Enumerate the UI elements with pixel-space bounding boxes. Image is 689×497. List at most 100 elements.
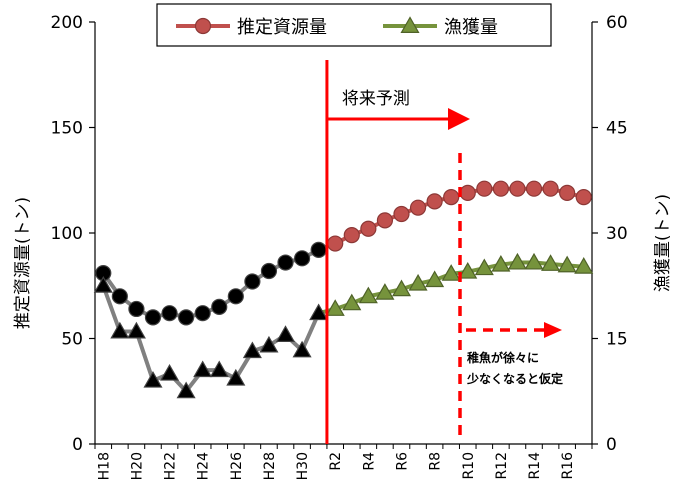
data-point-triangle [292, 340, 312, 358]
data-point-triangle [391, 279, 412, 297]
data-point-triangle [408, 273, 428, 291]
data-point-circle [393, 205, 410, 223]
legend-label-catch: 漁獲量 [444, 17, 498, 38]
data-point-circle [376, 212, 394, 229]
axes: 0 50 100 150 200 0 15 30 45 60 H18 H20 H22 H24 H26 H28 H… [13, 13, 673, 480]
data-point-circle [426, 193, 443, 210]
data-point-triangle [93, 276, 113, 293]
data-point-triangle [541, 254, 561, 271]
right-tick-label: 0 [606, 435, 617, 455]
x-tick-label: H22 [163, 452, 179, 480]
x-tick-label: H18 [96, 452, 112, 480]
x-tick-label: R6 [394, 452, 410, 471]
legend-marker-resource [194, 17, 212, 35]
series-markers [93, 180, 594, 399]
data-point-triangle [375, 283, 395, 300]
x-tick-label: H24 [196, 452, 212, 480]
data-point-circle [327, 235, 344, 252]
assumption-label-line1: 稚魚が徐々に [467, 350, 539, 365]
data-point-circle [211, 298, 228, 315]
data-point-circle [509, 180, 526, 197]
data-point-circle [277, 254, 294, 271]
data-point-triangle [176, 381, 196, 399]
left-tick-label: 0 [72, 435, 83, 455]
left-tick-label: 150 [51, 119, 83, 139]
data-point-circle [343, 227, 360, 244]
data-point-circle [293, 250, 311, 267]
right-axis-title: 漁獲量(トン) [653, 194, 673, 292]
legend-marker-catch [400, 16, 420, 34]
data-point-circle [144, 309, 162, 326]
data-point-triangle [242, 341, 262, 359]
data-point-triangle [524, 252, 544, 270]
x-tick-label: R10 [461, 452, 477, 480]
data-point-triangle [325, 299, 345, 316]
data-point-triangle [425, 270, 445, 288]
data-point-circle [161, 305, 178, 322]
x-tick-label: H28 [262, 452, 278, 480]
legend-label-resource: 推定資源量 [237, 17, 327, 38]
data-point-circle [360, 220, 377, 237]
x-tick-label: R4 [361, 452, 377, 471]
data-point-circle [227, 288, 244, 305]
x-tick-label: R12 [494, 452, 510, 480]
data-point-circle [409, 199, 427, 216]
data-point-triangle [441, 264, 461, 281]
data-point-circle [575, 189, 592, 206]
data-point-triangle [143, 370, 163, 388]
data-point-triangle [358, 286, 378, 304]
right-tick-label: 15 [606, 330, 628, 350]
data-point-circle [492, 180, 509, 197]
data-point-triangle [309, 303, 329, 321]
forecast-arrow-head [448, 108, 470, 130]
left-tick-label: 50 [61, 330, 83, 350]
data-point-triangle [507, 252, 527, 270]
x-tick-label: H20 [129, 452, 145, 480]
left-axis-title: 推定資源量(トン) [13, 197, 33, 329]
data-point-circle [178, 309, 195, 326]
data-point-circle [476, 180, 493, 197]
x-tick-label: R14 [527, 452, 543, 480]
data-point-triangle [126, 321, 146, 339]
data-point-triangle [209, 360, 229, 378]
data-point-circle [128, 300, 145, 318]
data-point-triangle [458, 261, 478, 279]
data-point-triangle [491, 254, 511, 272]
data-point-circle [194, 305, 211, 322]
x-tick-label: H26 [229, 452, 245, 480]
data-point-triangle [574, 257, 594, 274]
right-tick-label: 45 [606, 119, 628, 139]
data-point-triangle [342, 293, 362, 311]
data-point-triangle [160, 363, 180, 381]
data-point-circle [260, 262, 278, 280]
x-tick-label: H30 [295, 452, 311, 480]
data-point-circle [525, 180, 543, 197]
forecast-label: 将来予測 [342, 89, 410, 109]
left-tick-label: 100 [51, 224, 83, 244]
data-point-triangle [259, 335, 279, 353]
left-tick-label: 200 [51, 13, 83, 33]
data-point-circle [244, 273, 261, 290]
data-point-circle [459, 184, 476, 202]
legend: 推定資源量 漁獲量 [156, 3, 552, 47]
data-point-circle [542, 180, 559, 197]
data-point-triangle [226, 368, 246, 386]
data-point-circle [310, 241, 327, 258]
data-point-circle [559, 184, 576, 202]
x-tick-label: R8 [428, 452, 444, 471]
right-tick-label: 60 [606, 13, 628, 33]
assumption-label-line2: 少なくなると仮定 [466, 371, 563, 386]
data-point-circle [443, 189, 460, 206]
data-point-triangle [474, 258, 494, 276]
data-point-triangle [193, 360, 213, 378]
x-tick-label: R16 [560, 452, 576, 480]
data-point-circle [111, 288, 128, 305]
assumption-arrow-head [544, 322, 562, 338]
x-tick-label: R2 [328, 452, 344, 471]
data-point-triangle [110, 321, 130, 339]
data-point-triangle [557, 255, 577, 273]
data-point-triangle [275, 325, 296, 342]
right-tick-label: 30 [606, 224, 628, 244]
